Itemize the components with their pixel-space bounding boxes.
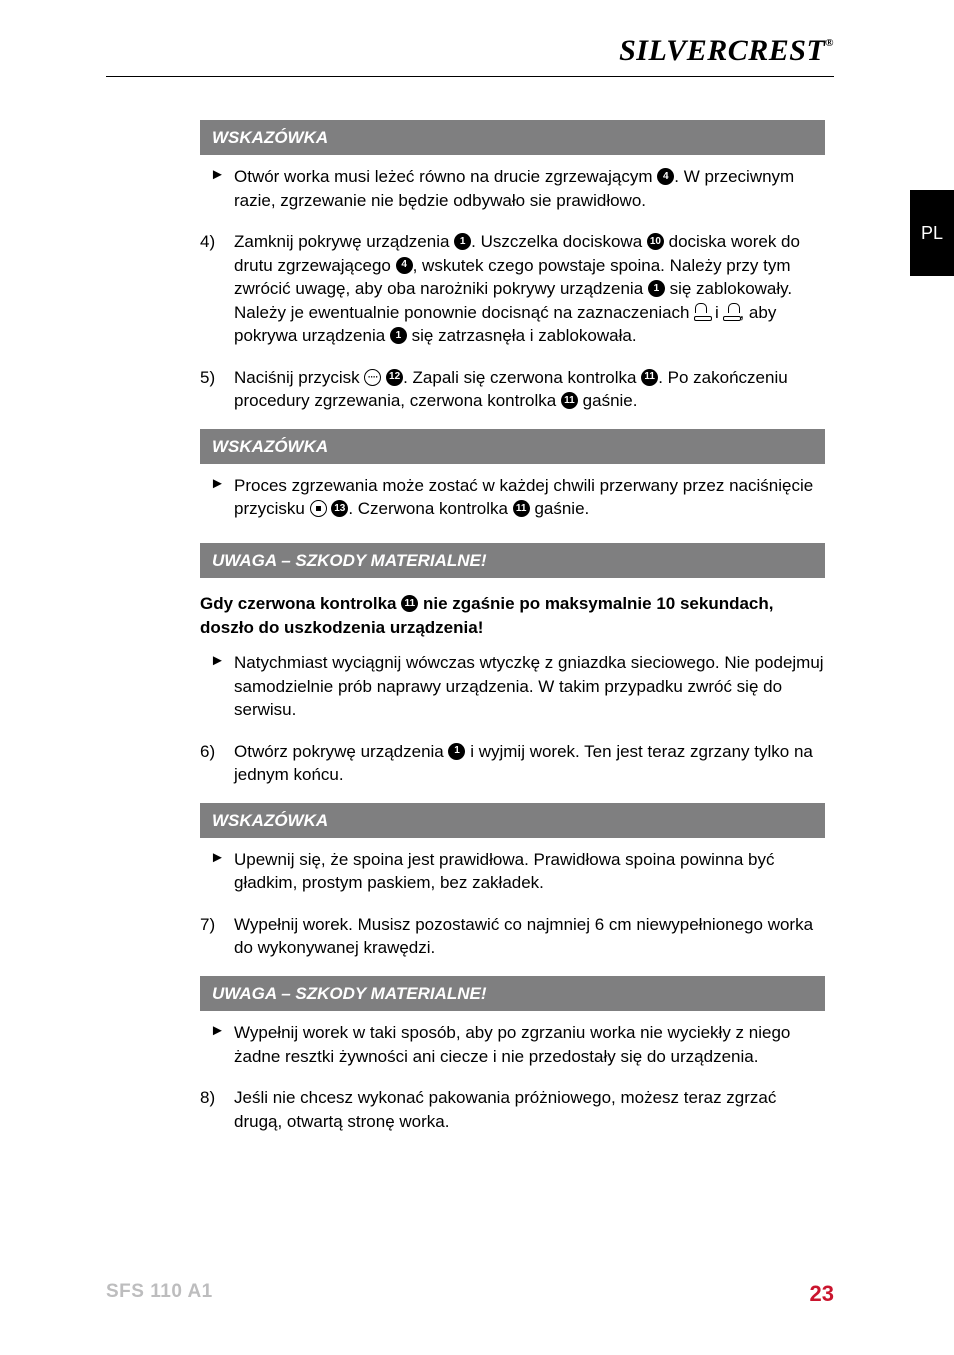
ref-icon: 12 xyxy=(386,369,403,386)
top-divider xyxy=(106,76,834,77)
warning-text: Wypełnij worek w taki sposób, aby po zgr… xyxy=(234,1021,825,1068)
ref-icon: 11 xyxy=(401,595,418,612)
bullet-marker: ► xyxy=(210,165,234,212)
model-number: SFS 110 A1 xyxy=(106,1281,213,1307)
step-number: 8) xyxy=(200,1086,234,1133)
hint-body: ► Upewnij się, że spoina jest prawidłowa… xyxy=(200,838,825,905)
list-item: ► Wypełnij worek w taki sposób, aby po z… xyxy=(200,1019,825,1078)
language-code: PL xyxy=(921,223,943,244)
page-footer: SFS 110 A1 23 xyxy=(106,1281,834,1307)
warning-header: UWAGA – SZKODY MATERIALNE! xyxy=(200,976,825,1011)
warning-header: UWAGA – SZKODY MATERIALNE! xyxy=(200,543,825,578)
ref-icon: 11 xyxy=(561,392,578,409)
warning-text: Natychmiast wyciągnij wówczas wtyczkę z … xyxy=(234,651,825,721)
step-text: Naciśnij przycisk ···· 12. Zapali się cz… xyxy=(234,366,825,413)
hint-header: WSKAZÓWKA xyxy=(200,429,825,464)
page-number: 23 xyxy=(810,1281,834,1307)
step-item: 8) Jeśli nie chcesz wykonać pakowania pr… xyxy=(200,1078,825,1143)
step-text: Wypełnij worek. Musisz pozostawić co naj… xyxy=(234,913,825,960)
ref-icon: 1 xyxy=(454,233,471,250)
hint-header: WSKAZÓWKA xyxy=(200,803,825,838)
logo-part1: SILVER xyxy=(619,34,728,67)
step-number: 5) xyxy=(200,366,234,413)
hint-body: ► Proces zgrzewania może zostać w każdej… xyxy=(200,464,825,531)
step-text: Jeśli nie chcesz wykonać pakowania próżn… xyxy=(234,1086,825,1133)
button-icon: ···· xyxy=(364,369,381,386)
warning-body: ► Wypełnij worek w taki sposób, aby po z… xyxy=(200,1011,825,1078)
hand-right-icon xyxy=(723,303,739,322)
page-content: WSKAZÓWKA ► Otwór worka musi leżeć równo… xyxy=(200,120,825,1143)
list-item: ► Natychmiast wyciągnij wówczas wtyczkę … xyxy=(200,649,825,731)
warning-body: Gdy czerwona kontrolka 11 nie zgaśnie po… xyxy=(200,578,825,731)
ref-icon: 10 xyxy=(647,233,664,250)
ref-icon: 1 xyxy=(390,327,407,344)
ref-icon: 4 xyxy=(396,257,413,274)
step-item: 7) Wypełnij worek. Musisz pozostawić co … xyxy=(200,905,825,970)
bullet-marker: ► xyxy=(210,651,234,721)
brand-logo: SILVERCREST® xyxy=(619,34,834,68)
list-item: ► Upewnij się, że spoina jest prawidłowa… xyxy=(200,846,825,905)
hint-text: Proces zgrzewania może zostać w każdej c… xyxy=(234,474,825,521)
bullet-marker: ► xyxy=(210,1021,234,1068)
hand-left-icon xyxy=(694,303,710,322)
hint-text: Otwór worka musi leżeć równo na drucie z… xyxy=(234,165,825,212)
step-item: 4) Zamknij pokrywę urządzenia 1. Uszczel… xyxy=(200,222,825,357)
step-number: 4) xyxy=(200,230,234,347)
logo-part2: CREST xyxy=(728,34,826,67)
step-text: Otwórz pokrywę urządzenia 1 i wyjmij wor… xyxy=(234,740,825,787)
list-item: ► Proces zgrzewania może zostać w każdej… xyxy=(200,472,825,531)
list-item: ► Otwór worka musi leżeć równo na drucie… xyxy=(200,163,825,222)
step-item: 5) Naciśnij przycisk ···· 12. Zapali się… xyxy=(200,358,825,423)
ref-icon: 1 xyxy=(648,280,665,297)
step-item: 6) Otwórz pokrywę urządzenia 1 i wyjmij … xyxy=(200,732,825,797)
step-number: 6) xyxy=(200,740,234,787)
stop-icon xyxy=(310,500,327,517)
ref-icon: 13 xyxy=(331,500,348,517)
logo-reg: ® xyxy=(825,37,834,49)
ref-icon: 11 xyxy=(513,500,530,517)
ref-icon: 1 xyxy=(448,743,465,760)
bullet-marker: ► xyxy=(210,848,234,895)
hint-text: Upewnij się, że spoina jest prawidłowa. … xyxy=(234,848,825,895)
ref-icon: 4 xyxy=(657,168,674,185)
step-number: 7) xyxy=(200,913,234,960)
bullet-marker: ► xyxy=(210,474,234,521)
hint-body: ► Otwór worka musi leżeć równo na drucie… xyxy=(200,155,825,222)
step-text: Zamknij pokrywę urządzenia 1. Uszczelka … xyxy=(234,230,825,347)
warning-title: Gdy czerwona kontrolka 11 nie zgaśnie po… xyxy=(200,586,825,649)
hint-header: WSKAZÓWKA xyxy=(200,120,825,155)
ref-icon: 11 xyxy=(641,369,658,386)
language-tab: PL xyxy=(910,190,954,276)
